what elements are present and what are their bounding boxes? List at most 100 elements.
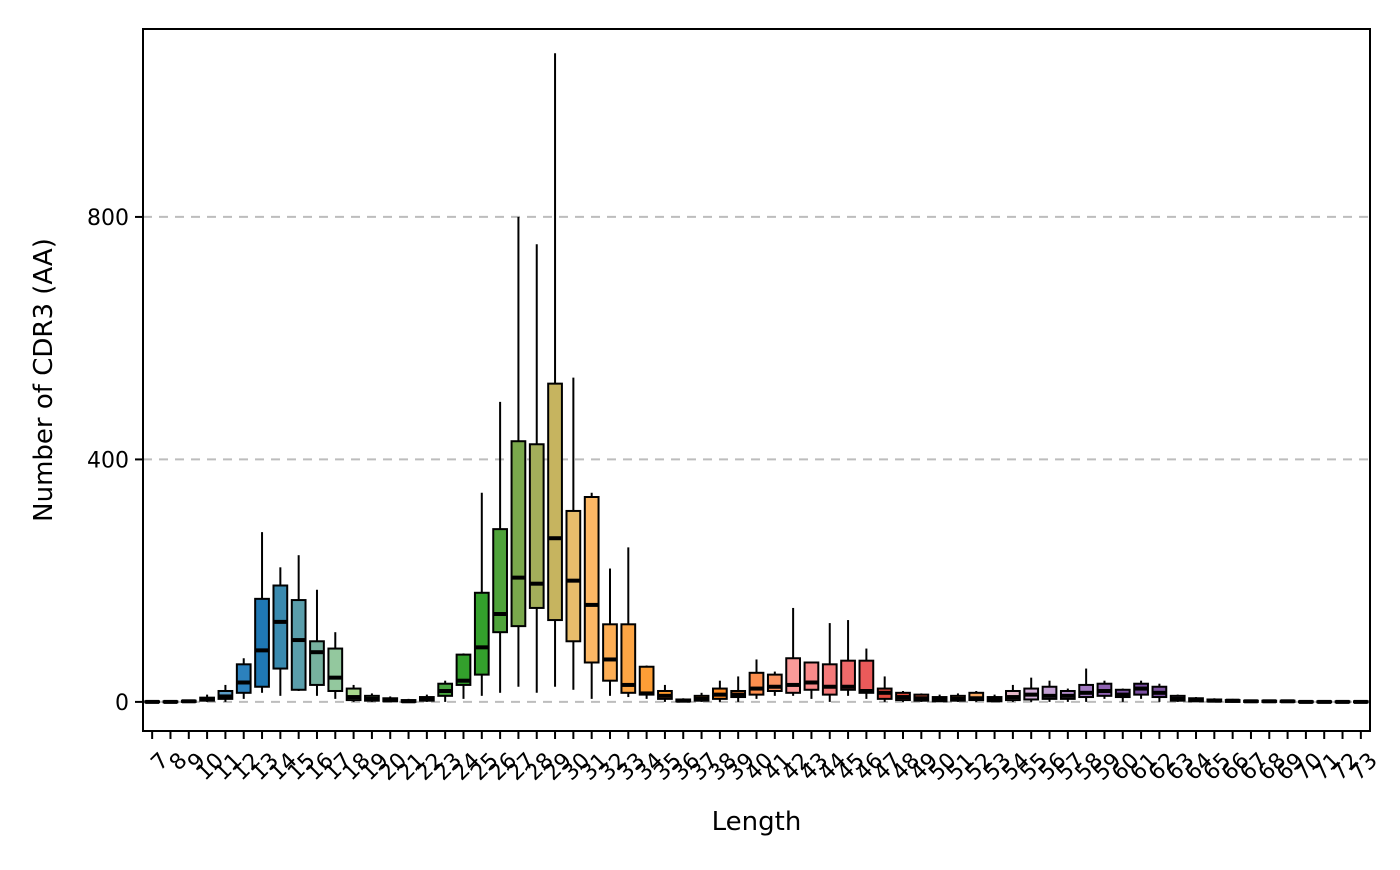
box-18	[345, 684, 362, 702]
box-body	[858, 659, 875, 694]
box-59	[1096, 680, 1113, 699]
box-29	[547, 53, 563, 687]
box-33	[620, 547, 637, 698]
box-20	[382, 696, 399, 703]
box-17	[327, 632, 344, 699]
y-axis-ticks: 0 400 800	[87, 206, 143, 716]
box-10	[199, 694, 215, 702]
boxes	[144, 53, 1369, 704]
box-65	[1206, 698, 1223, 703]
box-24	[455, 653, 472, 699]
box-body	[547, 382, 563, 622]
box-body	[583, 496, 600, 664]
box-41	[766, 671, 783, 696]
box-62	[1151, 683, 1168, 702]
box-26	[492, 401, 508, 693]
box-body	[821, 663, 838, 696]
box-34	[638, 665, 655, 699]
box-67	[1243, 699, 1259, 704]
box-body	[748, 671, 765, 696]
box-body	[620, 623, 637, 694]
x-axis-ticks: 7891011121314151617181920212223242526272…	[147, 731, 1383, 786]
box-14	[272, 567, 289, 696]
box-21	[400, 698, 417, 704]
box-28	[528, 244, 545, 693]
box-35	[657, 684, 673, 702]
box-body	[528, 443, 545, 609]
box-16	[309, 589, 325, 696]
x-axis-title: Length	[712, 807, 802, 837]
box-57	[1059, 688, 1076, 702]
box-68	[1261, 699, 1278, 704]
box-48	[895, 690, 911, 702]
box-25	[473, 492, 490, 696]
box-44	[821, 623, 838, 702]
y-tick-label: 800	[87, 206, 129, 231]
box-body	[638, 665, 655, 696]
box-body	[345, 687, 362, 702]
box-66	[1224, 698, 1241, 703]
box-73	[1352, 699, 1369, 704]
box-36	[675, 698, 692, 703]
box-body	[492, 528, 508, 634]
box-46	[858, 648, 875, 699]
gridlines	[143, 215, 1370, 703]
box-52	[968, 690, 985, 702]
box-body	[290, 599, 307, 691]
box-42	[785, 607, 801, 696]
box-53	[986, 694, 1003, 703]
y-tick-label: 0	[115, 691, 129, 716]
box-39	[730, 676, 747, 702]
box-body	[235, 663, 252, 694]
box-body	[785, 657, 801, 694]
box-45	[840, 620, 856, 696]
box-27	[510, 216, 527, 687]
box-69	[1279, 699, 1296, 704]
box-body	[272, 584, 289, 670]
box-body	[254, 597, 270, 688]
box-43	[803, 661, 820, 699]
box-19	[364, 693, 380, 702]
box-37	[693, 692, 710, 702]
box-8	[162, 699, 179, 704]
box-56	[1041, 680, 1058, 702]
box-body	[455, 653, 472, 686]
box-body	[473, 591, 490, 676]
y-axis-title: Number of CDR3 (AA)	[29, 238, 59, 522]
box-12	[235, 658, 252, 699]
box-body	[510, 440, 527, 628]
box-body	[327, 647, 344, 692]
box-61	[1133, 680, 1149, 699]
box-71	[1316, 699, 1333, 704]
box-31	[583, 492, 600, 699]
box-22	[418, 694, 435, 702]
box-body	[602, 623, 618, 682]
box-32	[602, 568, 618, 696]
box-13	[254, 532, 270, 693]
y-tick-label: 400	[87, 448, 129, 473]
box-63	[1169, 694, 1186, 702]
box-30	[565, 377, 582, 690]
box-body	[565, 509, 582, 643]
box-15	[290, 555, 307, 691]
box-55	[1023, 677, 1040, 702]
box-body	[803, 661, 820, 691]
box-54	[1005, 684, 1021, 702]
box-64	[1188, 697, 1204, 703]
box-11	[217, 684, 234, 702]
box-51	[950, 693, 966, 702]
box-7	[144, 699, 161, 704]
box-body	[840, 659, 856, 691]
box-49	[913, 693, 930, 702]
box-38	[712, 680, 728, 702]
box-70	[1298, 699, 1314, 704]
box-40	[748, 659, 765, 699]
box-body	[309, 640, 325, 686]
box-50	[931, 694, 948, 703]
box-72	[1334, 699, 1351, 704]
box-47	[876, 676, 893, 702]
box-58	[1078, 668, 1095, 702]
